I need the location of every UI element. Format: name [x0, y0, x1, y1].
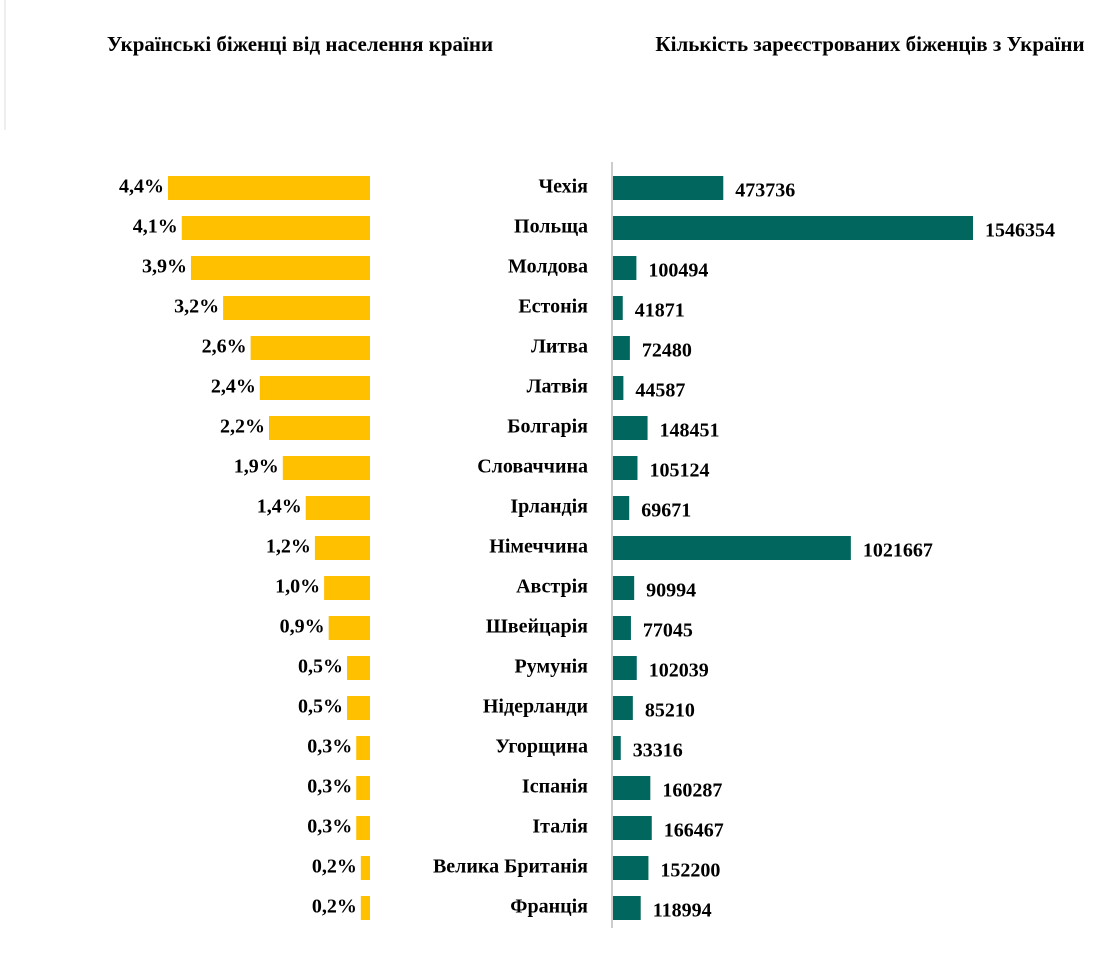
bar [613, 656, 637, 680]
value-label: 1,4% [257, 496, 302, 518]
bar [360, 856, 370, 880]
category-label: Словаччина [477, 456, 588, 478]
value-label: 3,9% [142, 256, 187, 278]
value-label: 69671 [641, 500, 691, 522]
value-label: 72480 [642, 340, 692, 362]
value-label: 3,2% [174, 296, 219, 318]
category-label: Румунія [515, 656, 589, 678]
bar [613, 456, 638, 480]
category-label: Ірландія [510, 496, 588, 518]
value-label: 4,1% [133, 216, 178, 238]
bar [613, 336, 630, 360]
value-label: 2,6% [202, 336, 247, 358]
bar [181, 216, 370, 240]
value-label: 0,5% [298, 696, 343, 718]
value-label: 1,0% [275, 576, 320, 598]
bar [613, 256, 637, 280]
bar [269, 416, 370, 440]
value-label: 0,2% [312, 856, 357, 878]
bar [613, 736, 621, 760]
value-label: 77045 [643, 620, 693, 642]
bar [613, 376, 624, 400]
bar [314, 536, 370, 560]
value-label: 160287 [662, 780, 722, 802]
value-label: 44587 [635, 380, 685, 402]
value-label: 0,5% [298, 656, 343, 678]
value-label: 102039 [649, 660, 709, 682]
category-label: Естонія [518, 296, 588, 318]
value-label: 85210 [645, 700, 695, 722]
value-label: 0,3% [307, 816, 352, 838]
value-label: 0,2% [312, 896, 357, 918]
value-label: 105124 [649, 460, 709, 482]
bar [613, 576, 635, 600]
value-label: 2,2% [220, 416, 265, 438]
bar [613, 496, 630, 520]
value-label: 100494 [648, 260, 708, 282]
bar [356, 736, 370, 760]
value-label: 152200 [660, 860, 720, 882]
category-label: Болгарія [507, 416, 588, 438]
left-title: Українські біженці від населення країни [106, 32, 494, 56]
bar [613, 896, 641, 920]
bar [305, 496, 370, 520]
value-label: 4,4% [119, 176, 164, 198]
category-label: Франція [510, 896, 588, 918]
category-label: Литва [531, 336, 588, 358]
value-label: 1,2% [266, 536, 311, 558]
bar [613, 536, 851, 560]
bar [324, 576, 370, 600]
bar [347, 656, 370, 680]
bar [168, 176, 370, 200]
bar [223, 296, 370, 320]
category-label: Іспанія [522, 776, 588, 798]
category-label: Швейцарія [486, 616, 588, 638]
value-label: 0,9% [280, 616, 325, 638]
value-label: 473736 [735, 180, 795, 202]
bar [356, 816, 370, 840]
category-label: Молдова [508, 256, 588, 278]
bar [613, 816, 652, 840]
value-label: 1021667 [863, 540, 933, 562]
value-label: 0,3% [307, 776, 352, 798]
category-label: Чехія [538, 176, 588, 198]
bar [328, 616, 370, 640]
value-label: 41871 [635, 300, 685, 322]
category-label: Нідерланди [483, 696, 588, 718]
value-label: 0,3% [307, 736, 352, 758]
bar [190, 256, 370, 280]
bar [360, 896, 370, 920]
right-title: Кількість зареєстрованих біженців з Укра… [655, 32, 1085, 56]
bar [613, 616, 631, 640]
category-label: Латвія [527, 376, 589, 398]
bar [613, 416, 648, 440]
value-label: 166467 [664, 820, 724, 842]
value-label: 148451 [660, 420, 720, 442]
bar [250, 336, 370, 360]
value-label: 1,9% [234, 456, 279, 478]
bar [613, 696, 633, 720]
bar [613, 776, 651, 800]
value-label: 2,4% [211, 376, 256, 398]
bar [347, 696, 370, 720]
bar [613, 176, 724, 200]
bar [356, 776, 370, 800]
bar [613, 856, 649, 880]
category-label: Німеччина [489, 536, 588, 558]
bar [282, 456, 370, 480]
value-label: 118994 [653, 900, 712, 922]
value-label: 1546354 [985, 220, 1055, 242]
value-label: 90994 [646, 580, 696, 602]
bar [613, 216, 973, 240]
category-label: Польща [514, 216, 588, 238]
category-label: Австрія [516, 576, 588, 598]
category-label: Велика Британія [433, 856, 588, 878]
category-label: Італія [532, 816, 588, 838]
value-label: 33316 [633, 740, 683, 762]
bar [613, 296, 623, 320]
category-label: Угорщина [495, 736, 588, 758]
bar [259, 376, 370, 400]
